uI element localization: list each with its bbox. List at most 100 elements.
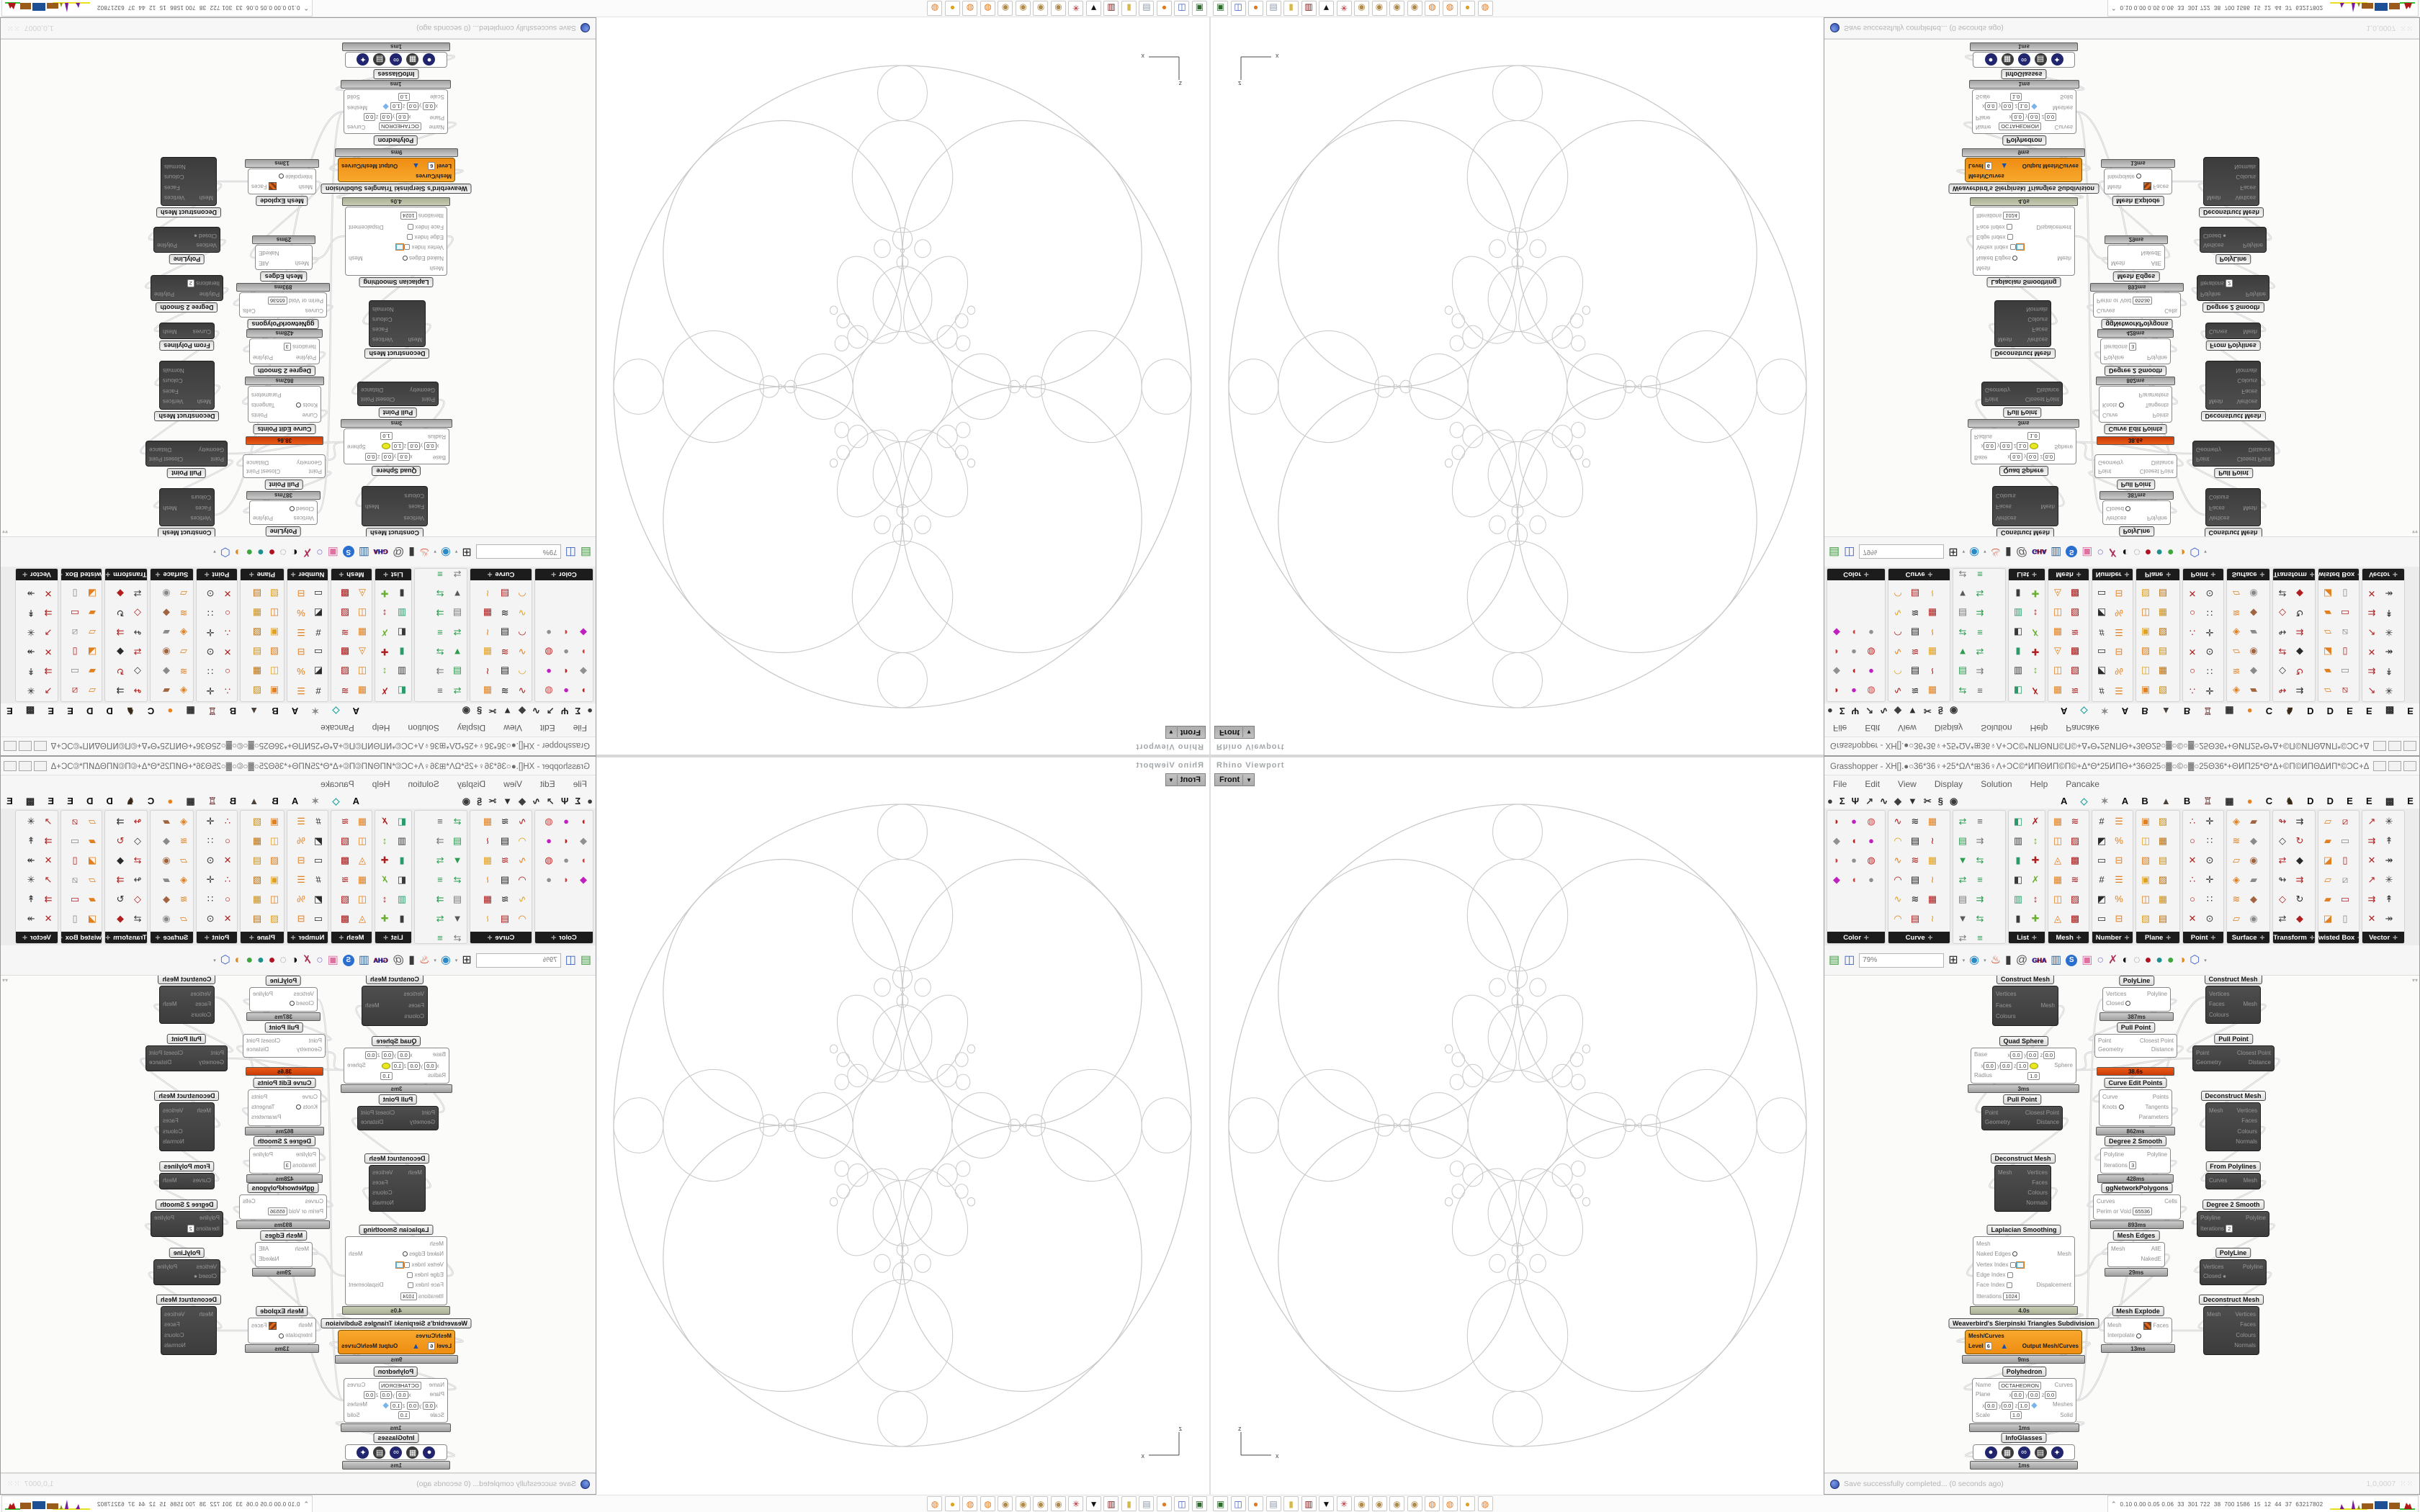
plugin-tab-6[interactable]: B bbox=[2183, 795, 2191, 806]
palette-category-label[interactable]: List ✛ bbox=[2009, 932, 2045, 943]
component-icon[interactable]: ◆ bbox=[163, 608, 170, 618]
component-icon[interactable]: ▱ bbox=[2233, 588, 2240, 599]
view-dropdown-button[interactable]: Front ▼ bbox=[1214, 726, 1255, 739]
component-icon[interactable]: ▦ bbox=[252, 894, 262, 904]
component-icon[interactable]: ⊟ bbox=[297, 855, 305, 865]
component-icon[interactable]: ▥ bbox=[2013, 608, 2023, 618]
plugin-tab-2[interactable]: ✶ bbox=[2100, 706, 2109, 717]
component-icon[interactable]: ∷ bbox=[2206, 666, 2213, 677]
menu-item-display[interactable]: Display bbox=[457, 723, 486, 733]
component-icon[interactable]: ⇉ bbox=[2367, 608, 2376, 618]
component-icon[interactable]: ≀ bbox=[485, 874, 490, 885]
component-icon[interactable]: ▦ bbox=[1927, 608, 1937, 618]
component-icon[interactable]: ✛ bbox=[206, 816, 215, 827]
palette-category-label[interactable]: Surface ✛ bbox=[2227, 569, 2269, 580]
component-icon[interactable]: ▥ bbox=[2013, 835, 2023, 846]
component-icon[interactable]: ◬ bbox=[359, 913, 366, 924]
component-icon[interactable]: ✕ bbox=[223, 588, 232, 599]
component-icon[interactable]: ◠ bbox=[518, 874, 526, 885]
palette-category-label[interactable]: List ✛ bbox=[375, 932, 411, 943]
gh-node-construct-mesh-r[interactable]: Vertices Faces Mesh Colours bbox=[159, 986, 215, 1024]
component-icon[interactable]: ◇ bbox=[134, 835, 141, 846]
component-icon[interactable]: ▱ bbox=[180, 913, 187, 924]
component-icon[interactable]: ▨ bbox=[340, 666, 350, 677]
app-palette-2[interactable]: ◉ bbox=[1033, 1496, 1049, 1511]
component-icon[interactable]: ▨ bbox=[2070, 608, 2080, 618]
component-icon[interactable]: ◈ bbox=[180, 874, 187, 885]
plugin-tab-10[interactable]: C bbox=[147, 795, 155, 806]
component-icon[interactable]: ↕ bbox=[382, 666, 387, 677]
gh-node-ggnetworkpolygons[interactable]: Curves Cells Perim or Void 65536 bbox=[2093, 1194, 2181, 1220]
component-icon[interactable]: ▤ bbox=[500, 666, 510, 677]
component-icon[interactable]: ▭ bbox=[70, 835, 80, 846]
gha-icon[interactable]: GHA bbox=[373, 548, 388, 556]
component-icon[interactable]: ≋ bbox=[341, 627, 349, 638]
component-icon[interactable]: ⇉ bbox=[1976, 608, 1984, 618]
component-icon[interactable]: ⇄ bbox=[453, 569, 462, 580]
component-icon[interactable]: ↗ bbox=[44, 685, 53, 696]
menu-item-solution[interactable]: Solution bbox=[1981, 779, 2012, 789]
component-icon[interactable]: ↬ bbox=[133, 816, 142, 827]
component-icon[interactable]: ≀ bbox=[1930, 835, 1935, 846]
category-tab-icon-8[interactable]: § bbox=[1937, 706, 1944, 717]
gh-node-pull-point-r[interactable]: Point Closest Point Geometry Distance bbox=[145, 441, 228, 467]
component-icon[interactable]: ▱ bbox=[2324, 874, 2331, 885]
component-icon[interactable]: ⊙ bbox=[2205, 913, 2214, 924]
plugin-tab-15[interactable]: E bbox=[48, 795, 54, 806]
gh-node-degree-2-smooth-r[interactable]: Polyline Polyline Iterations 2 bbox=[151, 1211, 223, 1237]
component-icon[interactable]: ▩ bbox=[2070, 913, 2080, 924]
component-icon[interactable]: ▭ bbox=[313, 647, 323, 657]
gh-node-infoglasses[interactable]: ● ▦ ∞ ▤ ✦ bbox=[1973, 52, 2075, 68]
component-icon[interactable]: ◍ bbox=[544, 855, 553, 865]
component-icon[interactable]: ▨ bbox=[340, 835, 350, 846]
component-icon[interactable]: ↻ bbox=[116, 666, 125, 677]
component-icon[interactable]: ▨ bbox=[252, 685, 262, 696]
component-icon[interactable]: ✚ bbox=[380, 588, 389, 599]
gh-node-construct-mesh-l[interactable]: Vertices Faces Mesh Colours bbox=[362, 986, 428, 1026]
close-button[interactable] bbox=[4, 760, 17, 771]
component-icon[interactable]: ◆ bbox=[1833, 835, 1840, 846]
node-canvas[interactable]: ▾▾ Construct Mesh Vertices Faces Mesh Colour… bbox=[1824, 975, 2419, 1473]
component-icon[interactable]: ▦ bbox=[1927, 647, 1937, 657]
component-icon[interactable]: ▨ bbox=[2070, 835, 2080, 846]
component-icon[interactable]: ⇄ bbox=[2278, 647, 2287, 657]
component-icon[interactable]: ▼ bbox=[452, 588, 462, 599]
gh-node-pull-point-l[interactable]: Point Closest Point Geometry Distance bbox=[1981, 382, 2063, 406]
mention-icon[interactable]: @ bbox=[2015, 953, 2028, 966]
component-icon[interactable]: ☰ bbox=[297, 627, 305, 638]
app-save-blue[interactable]: ◫ bbox=[1174, 1, 1190, 16]
component-icon[interactable]: ✕ bbox=[44, 647, 53, 657]
component-icon[interactable]: ◩ bbox=[313, 666, 323, 677]
component-icon[interactable]: ▤ bbox=[252, 588, 262, 599]
component-icon[interactable]: ⊟ bbox=[297, 647, 305, 657]
component-icon[interactable]: ▼ bbox=[1958, 647, 1968, 657]
canvas-corner-widget[interactable]: ▾▾ bbox=[2, 528, 9, 535]
component-icon[interactable]: ▰ bbox=[89, 894, 96, 904]
component-icon[interactable]: ↟ bbox=[27, 666, 35, 677]
component-icon[interactable]: ✚ bbox=[380, 855, 389, 865]
component-icon[interactable]: ▭ bbox=[70, 894, 80, 904]
resize-grip[interactable]: ⁙⁙ bbox=[6, 24, 20, 32]
component-icon[interactable]: ▦ bbox=[2053, 816, 2063, 827]
gh-node-laplacian-smoothing[interactable]: Mesh Naked Edges Mesh Vertex Index Edge In… bbox=[345, 1236, 447, 1305]
component-icon[interactable]: ▤ bbox=[1910, 913, 1920, 924]
component-icon[interactable]: ▯ bbox=[72, 588, 78, 599]
component-icon[interactable]: ∿ bbox=[518, 685, 526, 696]
app-palette-4[interactable]: ◉ bbox=[1407, 1, 1422, 16]
component-icon[interactable]: ✕ bbox=[44, 588, 53, 599]
component-icon[interactable]: ● bbox=[546, 627, 552, 638]
component-icon[interactable]: ▯ bbox=[2342, 588, 2348, 599]
category-tab-icon-9[interactable]: ◉ bbox=[462, 706, 470, 717]
component-icon[interactable]: ⇄ bbox=[1958, 816, 1967, 827]
component-icon[interactable]: ◫ bbox=[2053, 666, 2063, 677]
app-folder[interactable]: ▮ bbox=[1121, 1496, 1137, 1511]
component-icon[interactable]: ▨ bbox=[2158, 627, 2168, 638]
component-icon[interactable]: ◆ bbox=[1833, 874, 1840, 885]
component-icon[interactable]: ▱ bbox=[2324, 816, 2331, 827]
gh-node-construct-mesh-r[interactable]: Vertices Faces Mesh Colours bbox=[2205, 986, 2261, 1024]
plugin-tab-12[interactable]: D bbox=[106, 795, 113, 806]
palette-category-label[interactable]: Color ✛ bbox=[1827, 569, 1885, 580]
blob-orange-icon[interactable]: ◑ bbox=[2178, 546, 2186, 559]
component-icon[interactable]: ▧ bbox=[2141, 913, 2151, 924]
component-icon[interactable]: ◠ bbox=[1894, 913, 1902, 924]
